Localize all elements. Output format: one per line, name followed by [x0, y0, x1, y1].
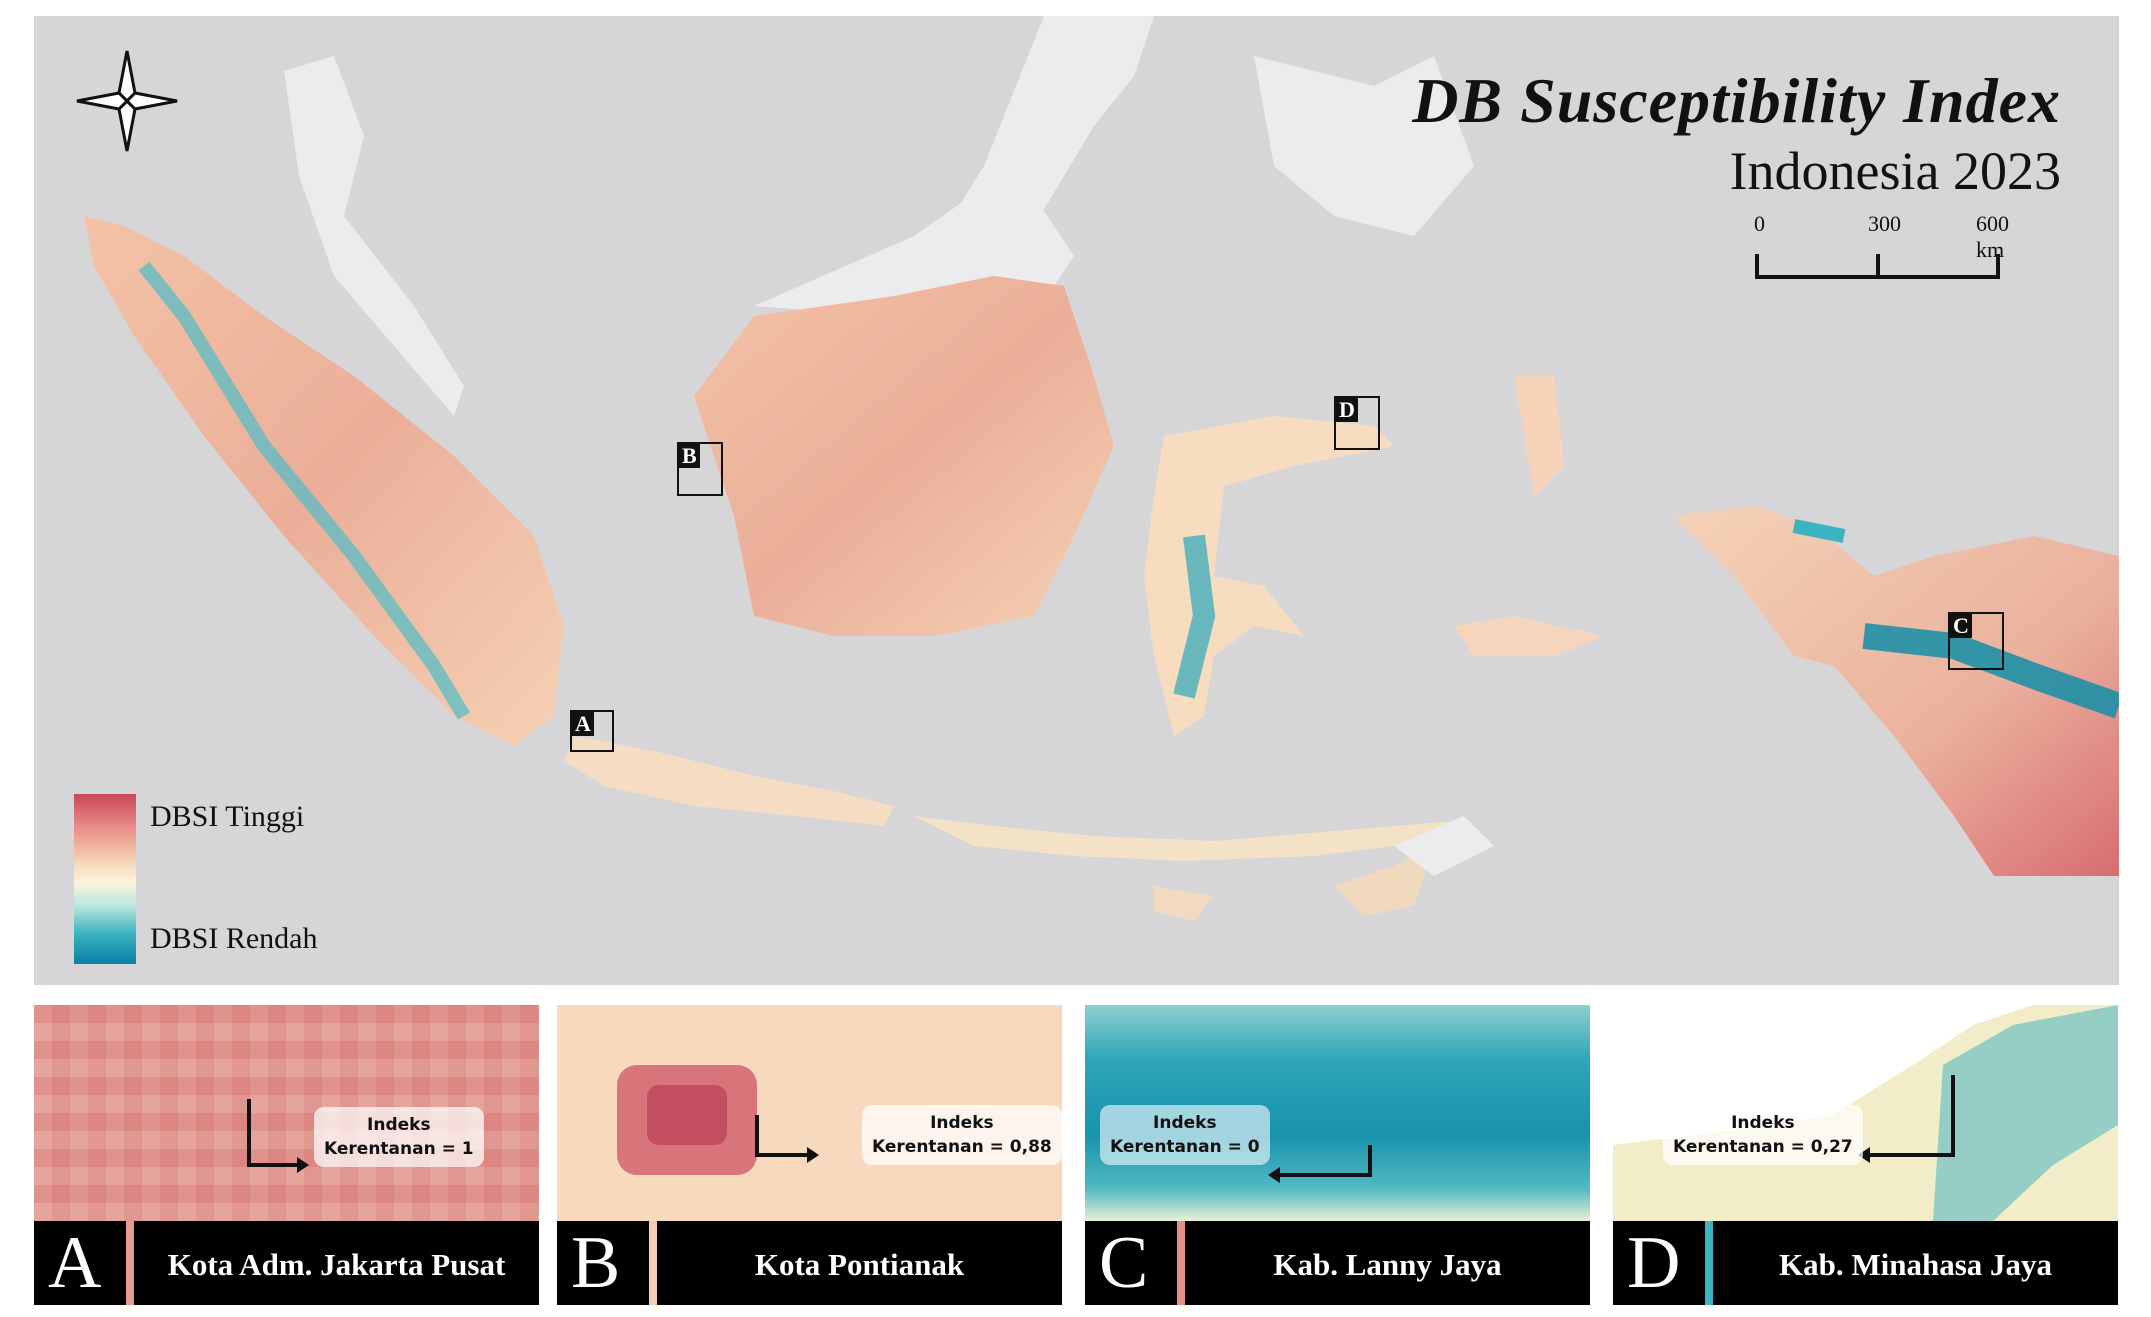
inset-b-callout-title: Indeks	[930, 1113, 994, 1133]
inset-a-map: Indeks Kerentanan = 1	[34, 1005, 539, 1221]
timor	[1334, 846, 1434, 916]
legend-low-label: DBSI Rendah	[150, 922, 318, 955]
inset-d-map: Indeks Kerentanan = 0,27	[1613, 1005, 2118, 1221]
inset-b-letter: B	[571, 1222, 621, 1304]
map-title: DB Susceptibility Index	[1412, 65, 2061, 136]
marker-c[interactable]: C	[1948, 612, 2004, 670]
inset-panel-a[interactable]: Indeks Kerentanan = 1 A Kota Adm. Jakart…	[34, 1005, 539, 1305]
marker-d-label: D	[1336, 398, 1358, 422]
inset-c-callout-title: Indeks	[1153, 1113, 1217, 1133]
inset-c-caption: C Kab. Lanny Jaya	[1085, 1221, 1590, 1305]
malay-peninsula	[284, 56, 464, 416]
inset-panel-b[interactable]: Indeks Kerentanan = 0,88 B Kota Pontiana…	[557, 1005, 1062, 1305]
sumatra	[84, 216, 564, 746]
scale-label-300: 300	[1868, 211, 1901, 236]
inset-a-place: Kota Adm. Jakarta Pusat	[167, 1247, 506, 1282]
sulawesi	[1144, 416, 1394, 736]
inset-b-callout-value: Kerentanan = 0,88	[872, 1137, 1052, 1157]
marker-a-label: A	[572, 712, 594, 736]
inset-a-letter: A	[48, 1222, 102, 1304]
inset-a-callout-title: Indeks	[367, 1115, 431, 1135]
marker-b[interactable]: B	[677, 442, 723, 496]
inset-b-callout: Indeks Kerentanan = 0,88	[862, 1105, 1062, 1165]
inset-d-callout-value: Kerentanan = 0,27	[1673, 1137, 1853, 1157]
inset-d-callout-title: Indeks	[1731, 1113, 1795, 1133]
mindanao	[1254, 56, 1474, 236]
borneo	[694, 276, 1114, 636]
inset-a-callout-value: Kerentanan = 1	[324, 1139, 474, 1159]
inset-c-map: Indeks Kerentanan = 0	[1085, 1005, 1590, 1221]
land-layer	[84, 16, 2119, 921]
inset-a-callout: Indeks Kerentanan = 1	[314, 1107, 484, 1167]
marker-d[interactable]: D	[1334, 396, 1380, 450]
inset-b-place: Kota Pontianak	[754, 1247, 965, 1282]
legend-color-ramp	[74, 794, 136, 964]
inset-panel-c[interactable]: Indeks Kerentanan = 0 C Kab. Lanny Jaya	[1085, 1005, 1590, 1305]
lesser-sunda	[914, 816, 1454, 861]
inset-c-place: Kab. Lanny Jaya	[1273, 1247, 1502, 1282]
legend-high-label: DBSI Tinggi	[150, 800, 305, 833]
scale-bar: 0 300 600 km	[1754, 211, 2014, 311]
inset-d-letter: D	[1627, 1222, 1681, 1304]
inset-d-place: Kab. Minahasa Jaya	[1778, 1247, 2053, 1282]
sumba	[1154, 886, 1214, 921]
inset-a-caption: A Kota Adm. Jakarta Pusat	[34, 1221, 539, 1305]
main-map[interactable]: DB Susceptibility Index Indonesia 2023 0…	[34, 16, 2119, 985]
inset-d-caption: D Kab. Minahasa Jaya	[1613, 1221, 2118, 1305]
java	[564, 736, 894, 826]
marker-b-label: B	[679, 444, 700, 468]
inset-panel-d[interactable]: Indeks Kerentanan = 0,27 D Kab. Minahasa…	[1613, 1005, 2118, 1305]
marker-a[interactable]: A	[570, 710, 614, 752]
scale-label-600: 600 km	[1976, 211, 2009, 262]
inset-b-map: Indeks Kerentanan = 0,88	[557, 1005, 1062, 1221]
scale-label-0: 0	[1754, 211, 1765, 236]
maluku	[1514, 376, 1564, 496]
inset-d-callout: Indeks Kerentanan = 0,27	[1663, 1105, 1863, 1165]
inset-c-letter: C	[1099, 1222, 1149, 1304]
papua	[1674, 506, 2119, 876]
marker-c-label: C	[1950, 614, 1972, 638]
map-subtitle: Indonesia 2023	[1729, 141, 2061, 201]
north-arrow-icon	[72, 46, 182, 161]
inset-c-callout: Indeks Kerentanan = 0	[1100, 1105, 1270, 1165]
inset-c-callout-value: Kerentanan = 0	[1110, 1137, 1260, 1157]
inset-b-caption: B Kota Pontianak	[557, 1221, 1062, 1305]
